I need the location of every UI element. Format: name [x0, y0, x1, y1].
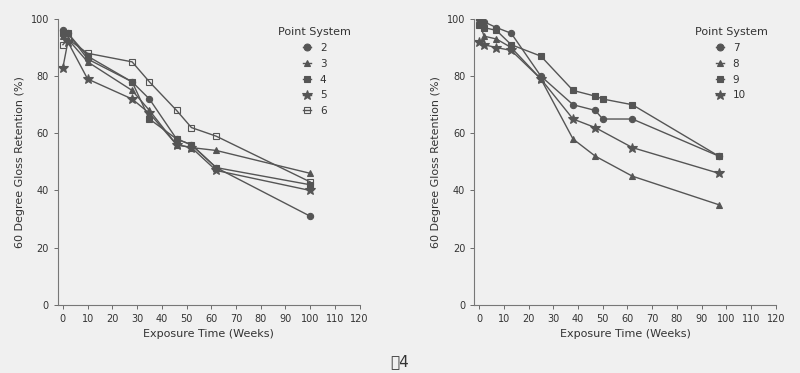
- 3: [83, 60, 93, 64]
- 2: [127, 79, 137, 84]
- 9: [627, 103, 637, 107]
- 9: [474, 22, 484, 27]
- 4: [145, 117, 154, 121]
- 2: [83, 57, 93, 61]
- 7: [536, 74, 546, 78]
- 10: [474, 40, 484, 44]
- 9: [506, 43, 516, 47]
- 7: [568, 103, 578, 107]
- 3: [211, 148, 221, 153]
- 4: [306, 182, 315, 187]
- 7: [598, 117, 607, 121]
- Legend: 2, 3, 4, 5, 6: 2, 3, 4, 5, 6: [275, 24, 354, 119]
- 8: [568, 137, 578, 141]
- 2: [306, 214, 315, 219]
- 3: [145, 108, 154, 113]
- 9: [568, 88, 578, 93]
- Line: 2: 2: [60, 27, 314, 219]
- 3: [127, 88, 137, 93]
- 10: [590, 125, 600, 130]
- 7: [506, 31, 516, 35]
- 5: [58, 65, 68, 70]
- 6: [306, 180, 315, 184]
- 9: [536, 54, 546, 59]
- Line: 9: 9: [476, 22, 722, 159]
- 9: [590, 94, 600, 98]
- 6: [83, 51, 93, 56]
- 9: [598, 97, 607, 101]
- 4: [63, 31, 73, 35]
- 3: [58, 34, 68, 38]
- 7: [479, 20, 489, 24]
- 7: [590, 108, 600, 113]
- 5: [145, 111, 154, 116]
- 6: [127, 60, 137, 64]
- 9: [479, 25, 489, 30]
- 10: [536, 77, 546, 81]
- 5: [186, 145, 196, 150]
- Line: 10: 10: [474, 37, 724, 178]
- Legend: 7, 8, 9, 10: 7, 8, 9, 10: [691, 24, 770, 103]
- 4: [186, 142, 196, 147]
- 6: [145, 79, 154, 84]
- 8: [474, 20, 484, 24]
- 8: [590, 154, 600, 159]
- 6: [186, 125, 196, 130]
- 6: [172, 108, 182, 113]
- 5: [127, 97, 137, 101]
- 8: [492, 37, 502, 41]
- 10: [492, 46, 502, 50]
- 10: [568, 117, 578, 121]
- 7: [492, 25, 502, 30]
- Line: 4: 4: [60, 30, 314, 188]
- 8: [627, 174, 637, 178]
- 3: [172, 142, 182, 147]
- 5: [211, 168, 221, 173]
- Text: 图4: 图4: [390, 354, 410, 369]
- X-axis label: Exposure Time (Weeks): Exposure Time (Weeks): [143, 329, 274, 339]
- 4: [83, 54, 93, 59]
- 2: [211, 165, 221, 170]
- Line: 3: 3: [60, 33, 314, 176]
- 2: [58, 28, 68, 33]
- 6: [58, 43, 68, 47]
- 10: [506, 48, 516, 53]
- 3: [306, 171, 315, 176]
- 2: [63, 31, 73, 35]
- 7: [474, 17, 484, 21]
- 4: [127, 79, 137, 84]
- 2: [186, 142, 196, 147]
- 2: [145, 97, 154, 101]
- 4: [211, 165, 221, 170]
- 5: [83, 77, 93, 81]
- Line: 7: 7: [476, 16, 722, 159]
- 10: [627, 145, 637, 150]
- 8: [479, 34, 489, 38]
- 8: [536, 77, 546, 81]
- Line: 5: 5: [58, 37, 315, 195]
- 3: [63, 37, 73, 41]
- Y-axis label: 60 Degree Gloss Retention (%): 60 Degree Gloss Retention (%): [431, 76, 441, 248]
- X-axis label: Exposure Time (Weeks): Exposure Time (Weeks): [559, 329, 690, 339]
- 4: [172, 137, 182, 141]
- 2: [172, 137, 182, 141]
- 8: [506, 46, 516, 50]
- 10: [714, 171, 724, 176]
- 5: [306, 188, 315, 193]
- 7: [714, 154, 724, 159]
- 9: [492, 28, 502, 33]
- Line: 6: 6: [60, 36, 314, 185]
- Line: 8: 8: [476, 19, 722, 208]
- 6: [63, 37, 73, 41]
- 10: [479, 43, 489, 47]
- 6: [211, 134, 221, 138]
- 7: [627, 117, 637, 121]
- 5: [63, 40, 73, 44]
- 9: [714, 154, 724, 159]
- Y-axis label: 60 Degree Gloss Retention (%): 60 Degree Gloss Retention (%): [15, 76, 25, 248]
- 3: [186, 145, 196, 150]
- 4: [58, 31, 68, 35]
- 8: [714, 203, 724, 207]
- 5: [172, 142, 182, 147]
